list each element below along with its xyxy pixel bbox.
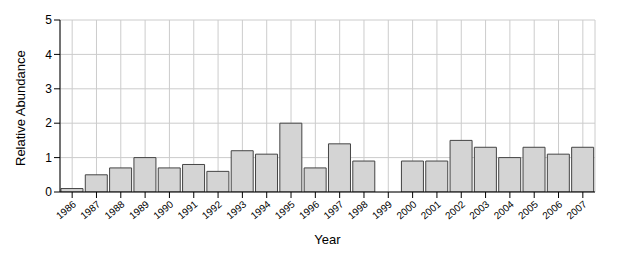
- svg-text:2004: 2004: [492, 198, 516, 221]
- svg-text:1995: 1995: [273, 198, 297, 221]
- svg-text:1993: 1993: [224, 198, 248, 221]
- svg-text:5: 5: [45, 13, 52, 27]
- svg-text:1997: 1997: [321, 198, 345, 221]
- svg-text:1996: 1996: [297, 198, 321, 221]
- svg-text:1999: 1999: [370, 198, 394, 221]
- svg-text:1987: 1987: [78, 198, 102, 221]
- svg-text:0: 0: [45, 185, 52, 199]
- svg-text:1990: 1990: [151, 198, 175, 221]
- svg-text:2000: 2000: [394, 198, 418, 221]
- svg-text:1986: 1986: [54, 198, 78, 221]
- svg-text:1998: 1998: [346, 198, 370, 221]
- svg-text:1989: 1989: [127, 198, 151, 221]
- svg-text:2001: 2001: [419, 198, 443, 221]
- svg-text:Year: Year: [314, 232, 341, 247]
- svg-text:Relative Abundance: Relative Abundance: [13, 50, 28, 166]
- svg-text:2003: 2003: [467, 198, 491, 221]
- svg-text:4: 4: [45, 48, 52, 62]
- svg-text:2: 2: [45, 116, 52, 130]
- svg-text:1991: 1991: [175, 198, 199, 221]
- svg-text:3: 3: [45, 82, 52, 96]
- svg-text:2005: 2005: [516, 198, 540, 221]
- svg-text:1992: 1992: [200, 198, 224, 221]
- svg-text:1994: 1994: [248, 198, 272, 221]
- svg-text:1988: 1988: [103, 198, 127, 221]
- svg-text:1: 1: [45, 151, 52, 165]
- svg-text:2007: 2007: [565, 198, 589, 221]
- svg-text:2002: 2002: [443, 198, 467, 221]
- svg-text:2006: 2006: [540, 198, 564, 221]
